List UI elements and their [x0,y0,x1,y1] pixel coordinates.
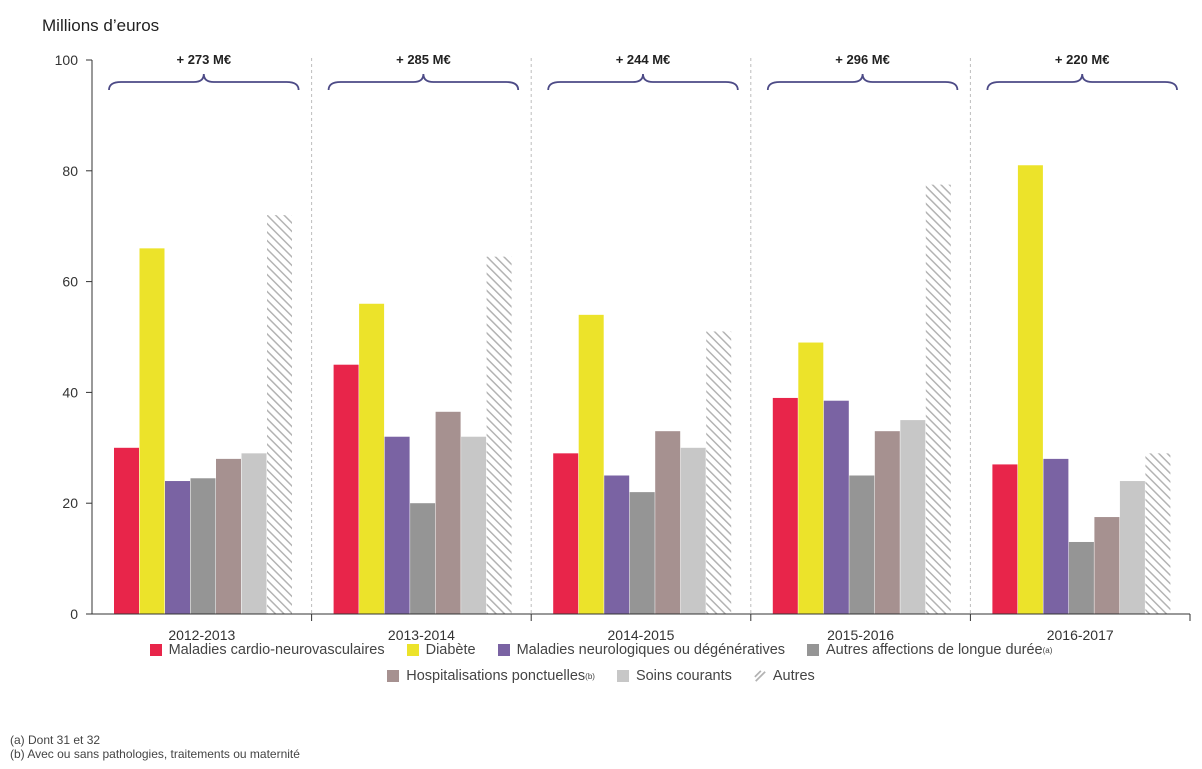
y-tick-label: 60 [62,274,78,290]
bar-4 [435,411,461,614]
bar-5 [1119,481,1145,614]
legend-swatch-diabete [406,644,419,656]
bar-2 [604,475,630,614]
bracket-annotation: + 285 M€ [396,52,451,67]
legend-swatch-autres [754,670,766,682]
legend-swatch-neuro [497,644,510,656]
legend-item-diabete: Diabète [406,642,476,658]
bracket [986,73,1178,91]
x-tick-label: 2014-2015 [608,627,675,640]
bar-3 [410,503,436,614]
bar-0 [114,447,139,614]
legend-item-soins: Soins courants [616,668,732,684]
bar-5 [680,447,706,614]
bar-2 [165,481,190,614]
bar-3 [1068,541,1094,614]
axes: 0 20 40 60 80 100 2012-2013 2013-2014 2014-2015 2… [55,52,1191,640]
legend-label-neuro: Maladies neurologiques ou dégénératives [516,642,786,658]
legend-label-diabete: Diabète [425,642,476,658]
footnote-a: (a) Dont 31 et 32 [10,733,101,747]
bar-1 [798,342,824,614]
bar-6 [267,215,292,614]
bar-6 [1145,453,1171,614]
bracket-annotation: + 273 M€ [177,52,232,67]
legend-label-hospit: Hospitalisations ponctuelles [406,668,586,684]
legend-item-autres: Autres [754,668,815,684]
bar-3 [190,478,216,614]
y-tick-label: 0 [70,606,78,622]
bracket [547,73,739,91]
footnote-b: (b) Avec ou sans pathologies, traitement… [10,747,300,761]
x-tick-label: 2013-2014 [388,627,455,640]
y-axis-label: Millions d’euros [42,16,160,35]
bar-0 [772,397,798,614]
bar-1 [359,303,385,614]
bar-3 [849,475,875,614]
x-tick-label: 2016-2017 [1047,627,1114,640]
bar-0 [333,364,359,614]
bars [114,165,1171,615]
bracket [327,73,520,91]
bar-2 [384,436,410,614]
bar-5 [241,453,267,614]
legend-swatch-ald [807,644,820,656]
group-separators [311,58,971,614]
legend-item-neuro: Maladies neurologiques ou dégénératives [497,642,786,658]
bracket-annotation: + 244 M€ [616,52,671,67]
legend-item-cardio: Maladies cardio-neurovasculaires [149,642,385,658]
legend-row-1: Maladies cardio-neurovasculaires Diabète… [0,642,1202,658]
bracket-annotation: + 296 M€ [835,52,890,67]
bar-6 [706,331,732,614]
bar-4 [655,431,681,614]
bar-5 [900,420,926,614]
bar-chart: + 273 M€ + 285 M€ + 244 M€ + 296 M€ + 220 M€… [55,52,1191,640]
bar-1 [578,314,604,614]
footnotes: (a) Dont 31 et 32 (b) Avec ou sans patho… [10,733,300,761]
bar-0 [553,453,579,614]
bar-2 [1043,458,1069,614]
bar-3 [629,492,655,614]
y-tick-label: 100 [55,52,79,68]
bracket-annotation: + 220 M€ [1055,52,1110,67]
group-brackets: + 273 M€ + 285 M€ + 244 M€ + 296 M€ + 220 M€ [108,52,1178,91]
y-tick-label: 40 [62,384,78,400]
bar-1 [139,248,165,615]
x-tick-label: 2015-2016 [827,627,894,640]
legend-row-2: Hospitalisations ponctuelles (b) Soins co… [0,668,1202,684]
bar-5 [461,436,487,614]
legend-swatch-soins [616,670,629,682]
bar-6 [925,184,951,614]
legend-sup-ald: (a) [1042,645,1053,655]
legend-sup-hospit: (b) [585,671,595,681]
bar-0 [992,464,1018,614]
bar-1 [1017,165,1043,614]
bracket [766,73,959,91]
legend-item-hospit: Hospitalisations ponctuelles (b) [387,668,595,684]
x-tick-label: 2012-2013 [168,627,235,640]
legend-label-ald: Autres affections de longue durée [826,642,1043,658]
bar-4 [1094,517,1120,614]
bar-4 [874,431,900,614]
y-tick-label: 80 [62,163,78,179]
bar-6 [486,256,512,614]
legend-label-cardio: Maladies cardio-neurovasculaires [168,642,385,658]
y-tick-label: 20 [62,495,78,511]
legend-item-ald: Autres affections de longue durée (a) [807,642,1052,658]
bar-4 [216,458,241,614]
legend-label-soins: Soins courants [635,668,732,684]
legend-label-autres: Autres [772,668,815,684]
legend-swatch-hospit [387,670,400,682]
legend-swatch-cardio [149,644,162,656]
bracket [108,73,300,91]
bar-2 [823,400,849,614]
